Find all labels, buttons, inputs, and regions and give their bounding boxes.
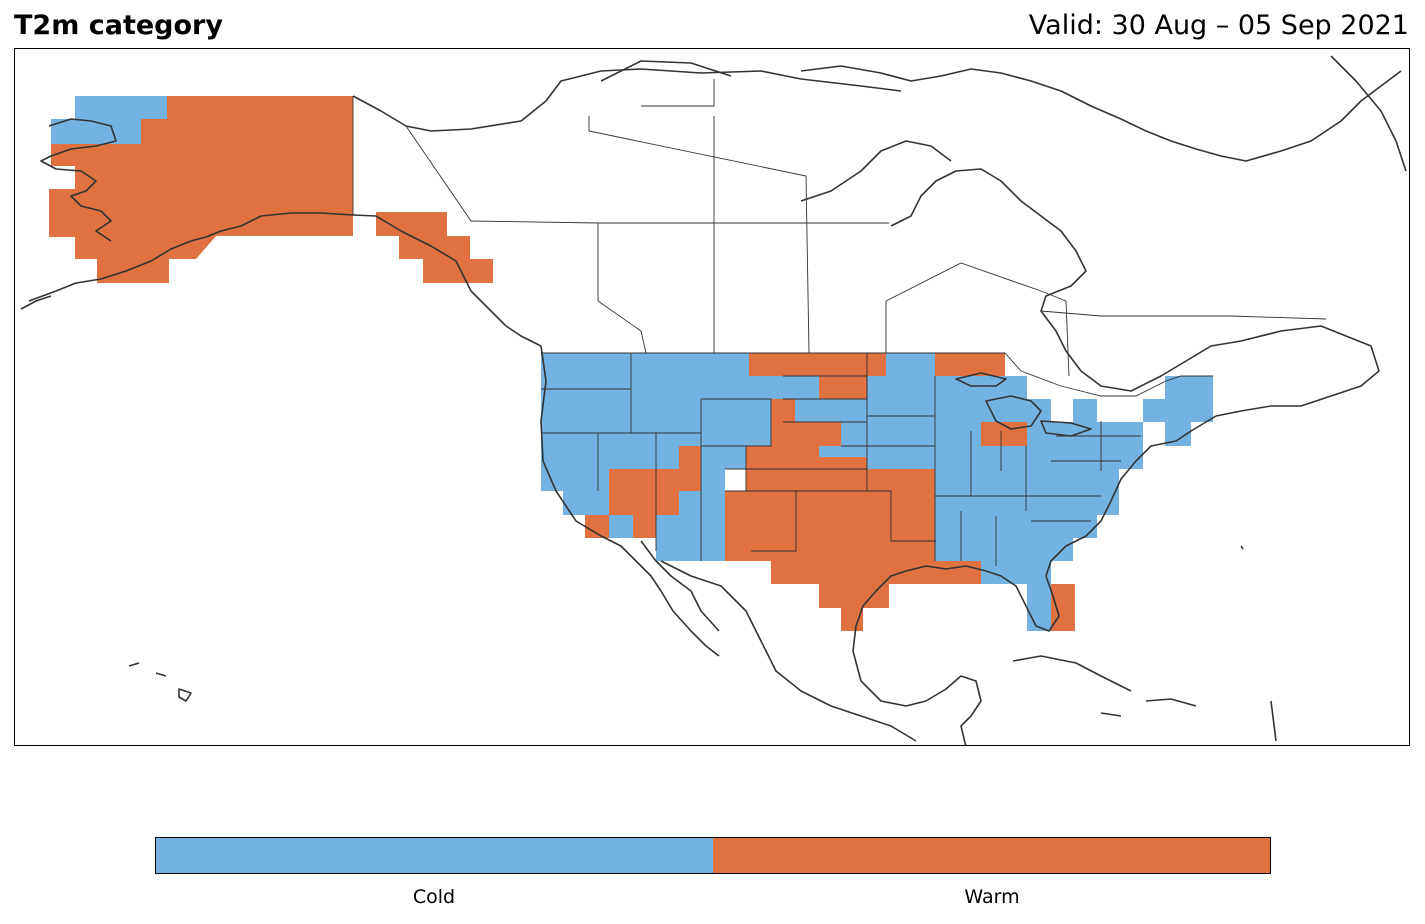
legend-label-warm: Warm — [964, 886, 1020, 908]
map-panel — [14, 48, 1410, 746]
legend-colorbar — [155, 837, 1271, 874]
political-borders — [352, 79, 1327, 566]
coastlines — [20, 55, 1407, 745]
map-title: T2m category — [14, 10, 223, 41]
cold-regions — [51, 96, 1213, 631]
map-canvas — [20, 55, 1407, 745]
valid-date-range: Valid: 30 Aug – 05 Sep 2021 — [1028, 10, 1409, 41]
legend-swatch-warm — [713, 838, 1270, 873]
legend-swatch-cold — [156, 838, 713, 873]
legend-label-cold: Cold — [412, 886, 456, 908]
